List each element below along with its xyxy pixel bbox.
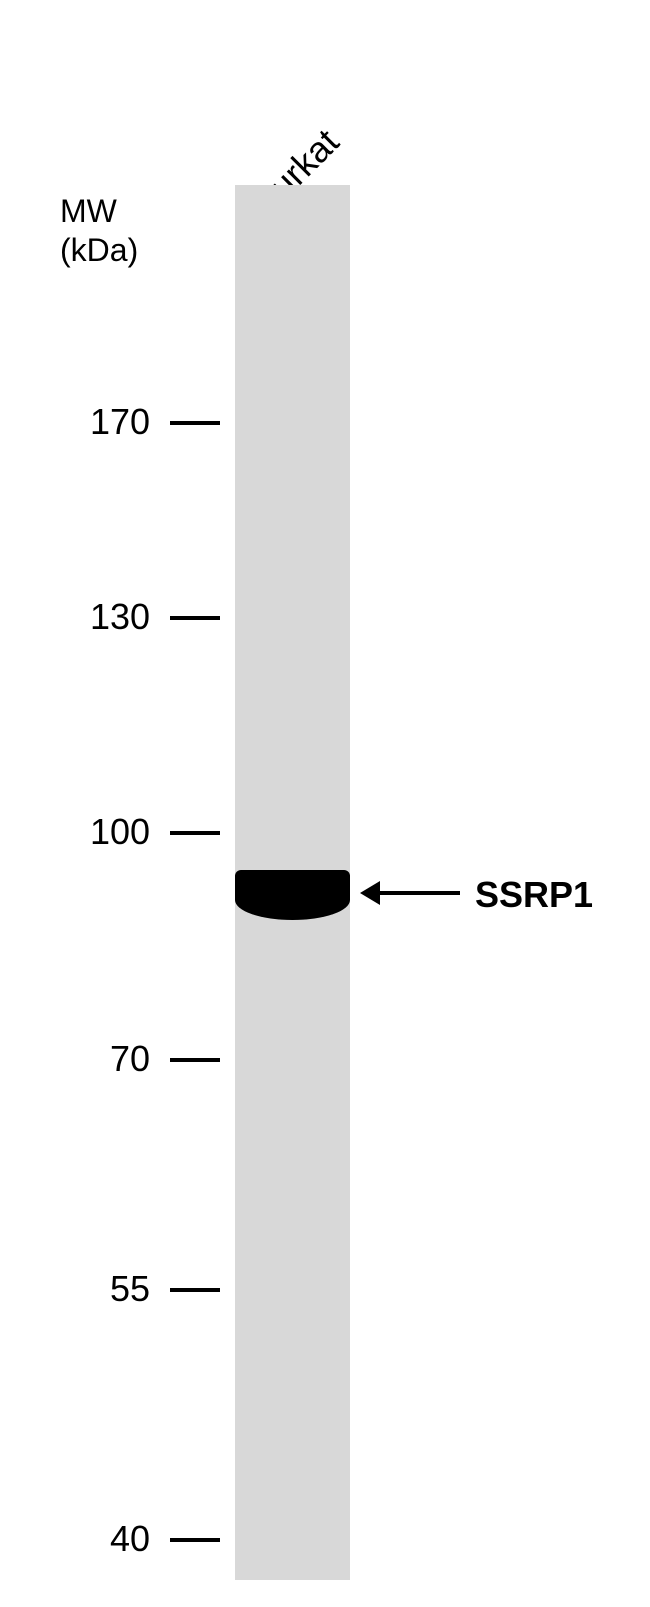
marker-label-40: 40	[110, 1518, 150, 1560]
marker-tick-55	[170, 1288, 220, 1292]
band-arrow-head	[360, 881, 380, 905]
marker-label-100: 100	[90, 811, 150, 853]
marker-label-55: 55	[110, 1268, 150, 1310]
marker-tick-170	[170, 421, 220, 425]
marker-label-70: 70	[110, 1038, 150, 1080]
blot-container: MW (kDa) Jurkat 170130100705540 SSRP1	[0, 0, 650, 1607]
marker-tick-40	[170, 1538, 220, 1542]
band-label: SSRP1	[475, 874, 593, 916]
mw-header-line2: (kDa)	[60, 232, 138, 269]
marker-tick-70	[170, 1058, 220, 1062]
marker-tick-100	[170, 831, 220, 835]
protein-band	[235, 870, 350, 920]
mw-header-line1: MW	[60, 193, 117, 230]
marker-label-130: 130	[90, 596, 150, 638]
marker-label-170: 170	[90, 401, 150, 443]
marker-tick-130	[170, 616, 220, 620]
band-arrow-line	[378, 891, 460, 895]
